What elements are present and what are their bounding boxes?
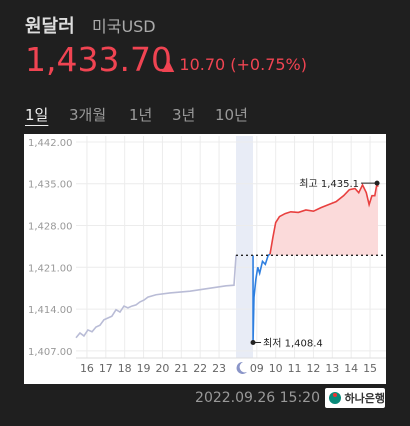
x-tick-label: 17 [99, 362, 113, 375]
line [252, 253, 271, 343]
area-fill [270, 183, 378, 256]
x-tick-label: 22 [193, 362, 207, 375]
y-tick-label: 1,442.00 [28, 138, 73, 149]
tab[interactable]: 1일 [25, 106, 49, 124]
x-tick-label: 09 [250, 362, 264, 375]
y-tick-label: 1,421.00 [28, 263, 73, 274]
x-tick-label: 18 [118, 362, 132, 375]
annotation: 최저 1,408.4 [263, 337, 323, 349]
subtitle: 미국USD [92, 17, 156, 36]
change: ▲ 10.70 (+0.75%) [162, 55, 307, 74]
y-tick-label: 1,414.00 [28, 305, 73, 316]
y-tick-label: 1,428.00 [28, 222, 73, 233]
x-tick-label: 15 [363, 362, 377, 375]
x-tick-label: 11 [288, 362, 302, 375]
bank-icon [329, 392, 341, 404]
chart-panel [24, 134, 386, 384]
bank-logo: 하나은행 [325, 388, 385, 408]
x-tick-label: 20 [155, 362, 169, 375]
y-tick-label: 1,435.00 [28, 180, 73, 191]
tab[interactable]: 3년 [172, 106, 196, 124]
title: 원달러 [25, 16, 75, 37]
line [75, 254, 237, 339]
chart: 1,442.00 1,435.00 1,428.00 1,421.00 1,414.00… [24, 134, 386, 384]
x-tick-label: 12 [306, 362, 320, 375]
tab[interactable]: 10년 [215, 106, 248, 124]
line [269, 182, 379, 255]
x-tick-label: 21 [174, 362, 188, 375]
price: 1,433.70 [25, 40, 172, 79]
annotation: 최고 1,435.1 [299, 178, 359, 190]
x-tick-label: 13 [325, 362, 339, 375]
x-tick-label: 16 [80, 362, 94, 375]
x-tick-label: 10 [269, 362, 283, 375]
x-tick-label: 19 [137, 362, 151, 375]
bank-name: 하나은행 [344, 392, 385, 405]
tab[interactable]: 1년 [129, 106, 153, 124]
timestamp: 2022.09.26 15:20 [195, 390, 320, 406]
x-tick-label: 14 [344, 362, 358, 375]
break-band [236, 136, 253, 358]
night-icon [236, 361, 247, 374]
tab[interactable]: 3개월 [69, 106, 107, 124]
y-tick-label: 1,407.00 [28, 347, 73, 358]
x-tick-label: 23 [212, 362, 226, 375]
